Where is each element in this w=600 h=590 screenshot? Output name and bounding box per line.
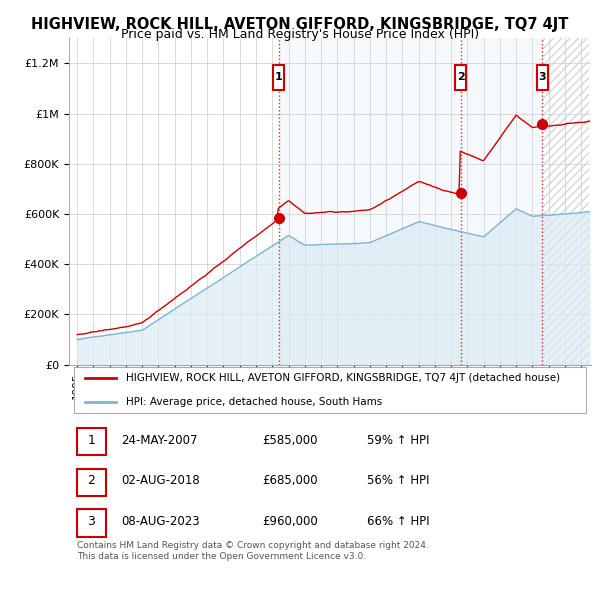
Text: 1: 1 — [87, 434, 95, 447]
FancyBboxPatch shape — [455, 65, 466, 90]
Text: 56% ↑ HPI: 56% ↑ HPI — [367, 474, 429, 487]
FancyBboxPatch shape — [536, 65, 548, 90]
Text: £960,000: £960,000 — [262, 515, 318, 528]
Bar — [278, 38, 542, 365]
Text: 2: 2 — [457, 72, 464, 82]
Text: 2: 2 — [87, 474, 95, 487]
FancyBboxPatch shape — [273, 65, 284, 90]
Text: Price paid vs. HM Land Registry's House Price Index (HPI): Price paid vs. HM Land Registry's House … — [121, 28, 479, 41]
Bar — [542, 38, 589, 365]
Text: 02-AUG-2018: 02-AUG-2018 — [121, 474, 200, 487]
Text: 66% ↑ HPI: 66% ↑ HPI — [367, 515, 429, 528]
Text: 3: 3 — [87, 515, 95, 528]
Text: Contains HM Land Registry data © Crown copyright and database right 2024.
This d: Contains HM Land Registry data © Crown c… — [77, 542, 428, 560]
Text: 3: 3 — [538, 72, 546, 82]
FancyBboxPatch shape — [77, 509, 106, 537]
Bar — [542, 38, 589, 365]
Text: HIGHVIEW, ROCK HILL, AVETON GIFFORD, KINGSBRIDGE, TQ7 4JT (detached house): HIGHVIEW, ROCK HILL, AVETON GIFFORD, KIN… — [127, 373, 560, 384]
Text: £585,000: £585,000 — [262, 434, 317, 447]
Text: 24-MAY-2007: 24-MAY-2007 — [121, 434, 198, 447]
Text: HPI: Average price, detached house, South Hams: HPI: Average price, detached house, Sout… — [127, 396, 383, 407]
Text: 08-AUG-2023: 08-AUG-2023 — [121, 515, 200, 528]
FancyBboxPatch shape — [74, 367, 586, 413]
FancyBboxPatch shape — [77, 428, 106, 455]
Text: 1: 1 — [275, 72, 283, 82]
Text: 59% ↑ HPI: 59% ↑ HPI — [367, 434, 429, 447]
FancyBboxPatch shape — [77, 468, 106, 496]
Text: HIGHVIEW, ROCK HILL, AVETON GIFFORD, KINGSBRIDGE, TQ7 4JT: HIGHVIEW, ROCK HILL, AVETON GIFFORD, KIN… — [31, 17, 569, 31]
Text: £685,000: £685,000 — [262, 474, 318, 487]
